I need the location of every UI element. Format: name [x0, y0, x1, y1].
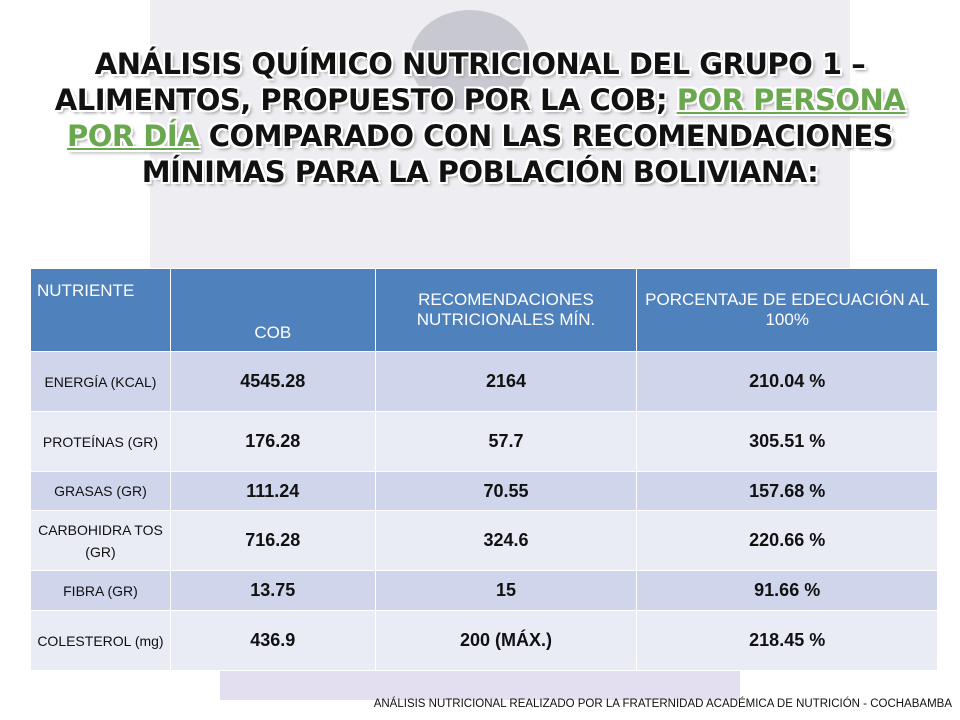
header-cell: RECOMENDACIONES NUTRICIONALES MÍN. [374, 268, 638, 352]
table-cell: 111.24 [169, 471, 376, 511]
table-row: GRASAS (GR) 111.24 70.55 157.68 % [30, 471, 938, 511]
table-cell: 13.75 [169, 570, 376, 611]
table-cell: 157.68 % [636, 471, 938, 511]
table-cell: 4545.28 [169, 351, 376, 412]
table-cell: 210.04 % [636, 351, 938, 412]
header-cell: COB [169, 268, 376, 352]
table-cell: 2164 [374, 351, 638, 412]
table-row: COLESTEROL (mg) 436.9 200 (MÁX.) 218.45 % [30, 610, 938, 671]
title-part: ANÁLISIS QUÍMICO NUTRICIONAL DEL GRUPO 1… [54, 47, 866, 117]
slide-title: ANÁLISIS QUÍMICO NUTRICIONAL DEL GRUPO 1… [50, 46, 910, 190]
table-cell: 324.6 [374, 510, 638, 571]
table-cell: 15 [374, 570, 638, 611]
table-cell: 220.66 % [636, 510, 938, 571]
table-row: ENERGÍA (KCAL) 4545.28 2164 210.04 % [30, 351, 938, 412]
table-row: PROTEÍNAS (GR) 176.28 57.7 305.51 % [30, 411, 938, 472]
header-cell: NUTRIENTE [30, 268, 171, 352]
table-row: CARBOHIDRA TOS (GR) 716.28 324.6 220.66 % [30, 510, 938, 571]
table-cell: 70.55 [374, 471, 638, 511]
table-cell: 91.66 % [636, 570, 938, 611]
nutrition-table: NUTRIENTE COB RECOMENDACIONES NUTRICIONALE… [30, 268, 938, 671]
footer-note: ANÁLISIS NUTRICIONAL REALIZADO POR LA FR… [373, 698, 952, 710]
table-cell: FIBRA (GR) [30, 570, 171, 611]
table-cell: PROTEÍNAS (GR) [30, 411, 171, 472]
table-cell: 305.51 % [636, 411, 938, 472]
table-cell: 436.9 [169, 610, 376, 671]
table-cell: COLESTEROL (mg) [30, 610, 171, 671]
table-cell: 176.28 [169, 411, 376, 472]
table-cell: 200 (MÁX.) [374, 610, 638, 671]
header-row: NUTRIENTE COB RECOMENDACIONES NUTRICIONALE… [30, 268, 938, 352]
table-cell: 57.7 [374, 411, 638, 472]
title-part: COMPARADO CON LAS RECOMENDACIONES MÍNIMA… [141, 119, 894, 189]
header-cell: PORCENTAJE DE EDECUACIÓN AL 100% [636, 268, 938, 352]
background-figure [410, 10, 530, 110]
title-highlight: POR PERSONA POR DÍA [66, 83, 906, 153]
table-cell: ENERGÍA (KCAL) [30, 351, 171, 412]
table-cell: 218.45 % [636, 610, 938, 671]
table-cell: GRASAS (GR) [30, 471, 171, 511]
table-cell: 716.28 [169, 510, 376, 571]
table-cell: CARBOHIDRA TOS (GR) [30, 510, 171, 571]
table-row: FIBRA (GR) 13.75 15 91.66 % [30, 570, 938, 611]
